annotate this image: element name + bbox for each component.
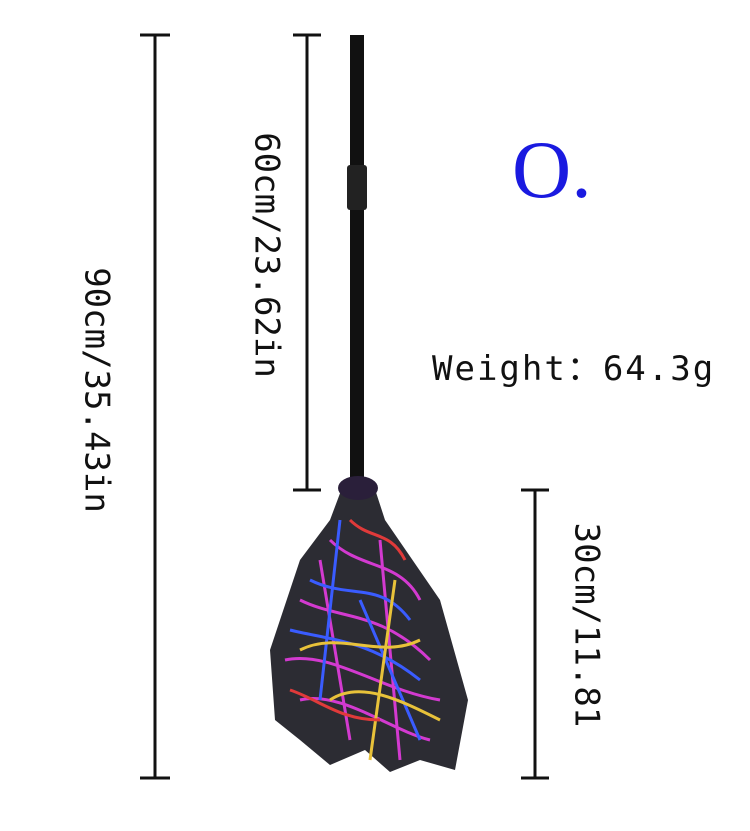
broom-tie <box>338 476 378 500</box>
web-pattern <box>284 538 441 761</box>
web-pattern <box>289 518 407 722</box>
dimension-total: 90cm/35.43in <box>77 33 170 780</box>
broom-handle <box>350 35 364 485</box>
dimension-label: 90cm/35.43in <box>77 267 117 513</box>
weight-label: Weight：64.3g <box>432 349 715 389</box>
web-pattern <box>299 579 441 761</box>
broom <box>270 35 468 772</box>
dimension-label: 30cm/11.81 <box>567 523 607 728</box>
dimension-label: 60cm/23.62in <box>247 132 287 378</box>
badge: O. <box>512 124 592 215</box>
handle-grip <box>347 165 367 210</box>
dimension-bristles: 30cm/11.81 <box>521 488 607 780</box>
dimension-handle: 60cm/23.62in <box>247 33 321 492</box>
